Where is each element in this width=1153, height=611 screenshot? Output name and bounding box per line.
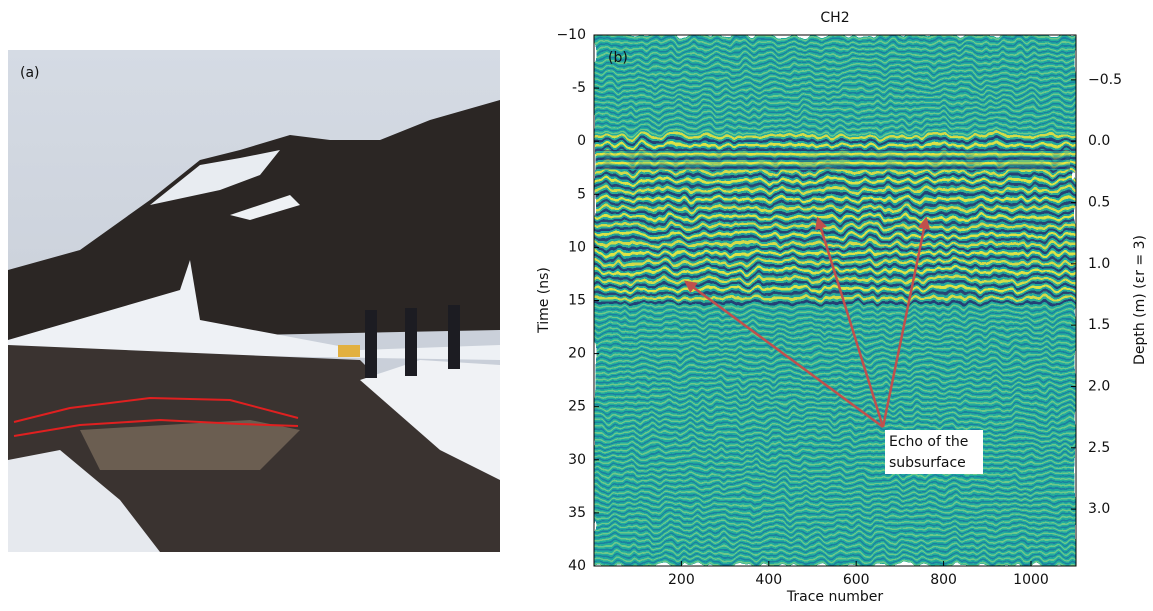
y-tick-label: -5 (572, 80, 586, 96)
photo (8, 50, 500, 552)
y2-tick-label: 0.0 (1088, 133, 1110, 149)
y-tick-label: 35 (568, 505, 586, 521)
x-tick-label: 200 (668, 572, 695, 588)
y-axis-label: Time (ns) (536, 267, 552, 334)
y2-tick-label: 0.5 (1088, 195, 1110, 211)
x-tick-label: 1000 (1013, 572, 1049, 588)
panel-label: (b) (608, 50, 628, 66)
y2-axis-label: Depth (m) (εr = 3) (1132, 235, 1148, 365)
annotation: Echo of the (889, 434, 968, 450)
y-tick-label: 40 (568, 558, 586, 574)
y-tick-label: 5 (577, 186, 586, 202)
annotation: subsurface (889, 455, 966, 471)
y-tick-label: −10 (556, 27, 586, 43)
y-tick-label: 20 (568, 346, 586, 362)
annotation-box (885, 430, 983, 474)
radargram (594, 35, 1076, 566)
y2-tick-label: 2.5 (1088, 440, 1110, 456)
y-tick-label: 30 (568, 452, 586, 468)
x-tick-label: 400 (755, 572, 782, 588)
y2-tick-label: −0.5 (1088, 72, 1122, 88)
y-tick-label: 10 (568, 239, 586, 255)
y2-tick-label: 1.5 (1088, 317, 1110, 333)
y-tick-label: 0 (577, 133, 586, 149)
x-tick-label: 600 (843, 572, 870, 588)
x-axis-label: Trace number (786, 589, 883, 605)
y2-tick-label: 1.0 (1088, 256, 1110, 272)
plot-title: CH2 (820, 10, 849, 26)
x-tick-label: 800 (930, 572, 957, 588)
panel-label: (a) (20, 65, 40, 81)
y-tick-label: 15 (568, 293, 586, 309)
arrows (683, 216, 931, 429)
y2-tick-label: 3.0 (1088, 501, 1110, 517)
y2-tick-label: 2.0 (1088, 378, 1110, 394)
y-tick-label: 25 (568, 399, 586, 415)
